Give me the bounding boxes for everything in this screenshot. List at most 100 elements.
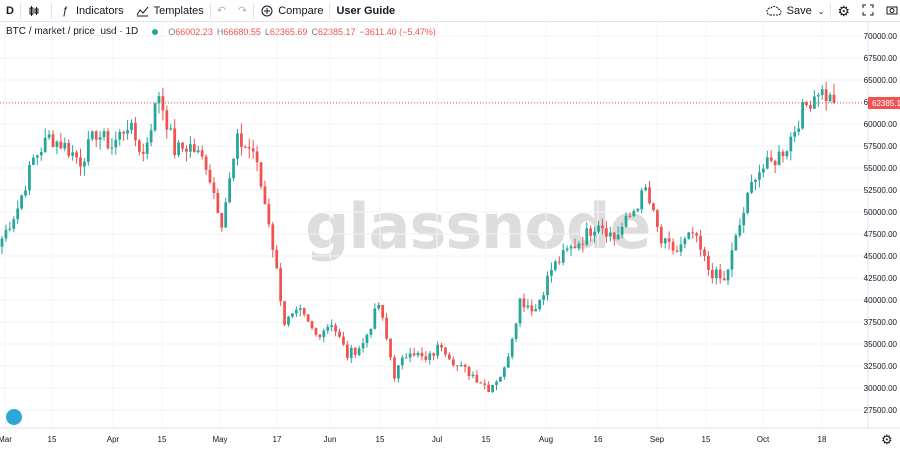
redo-icon: ↷: [238, 5, 248, 17]
candle-body: [428, 353, 432, 360]
candle-body: [28, 164, 31, 191]
candle-body: [656, 210, 659, 227]
candle-body: [393, 357, 396, 379]
symbol-title[interactable]: BTC / market / price_usd · 1D: [6, 26, 139, 37]
candle-body: [687, 232, 691, 239]
settings-button[interactable]: ⚙: [831, 0, 856, 22]
candle-body: [636, 209, 640, 212]
candle-body: [550, 269, 553, 276]
candle-body: [526, 305, 530, 308]
candle-body: [565, 248, 569, 251]
candle-body: [593, 231, 596, 236]
candle-body: [342, 336, 345, 345]
candle-body: [298, 308, 302, 310]
candle-body: [499, 376, 502, 382]
price-axis[interactable]: 27500.00 30000.00 32500.00 35000.00 37500.00…: [0, 22, 900, 428]
candle-body: [279, 268, 283, 302]
candle-body: [397, 365, 400, 379]
candle-body: [487, 384, 491, 393]
open-label: O: [168, 26, 176, 37]
candle-body: [644, 187, 647, 191]
right-toolbar: Save ⌄ ⚙: [759, 0, 900, 22]
market-status-dot: [152, 28, 159, 35]
last-price-label: 62385.1: [872, 99, 900, 108]
time-axis[interactable]: Mar 15 Apr 15 May 17 Jun 15 Jul 15 Aug 16 Sep 15 Oct 18: [0, 427, 900, 444]
candle-body: [506, 356, 510, 368]
chart-grid: [0, 22, 868, 428]
candle-body: [271, 224, 275, 250]
candle-body: [789, 136, 793, 152]
candle-body: [63, 142, 67, 149]
plus-circle-icon: [260, 4, 274, 18]
candle-body: [55, 141, 59, 147]
price-tick-label: 67500.00: [864, 54, 898, 63]
time-tick-label: Jun: [324, 435, 337, 444]
candle-body: [283, 301, 286, 325]
price-tick-label: 65000.00: [864, 76, 898, 85]
last-price-badge: [868, 97, 900, 110]
time-tick-label: 15: [482, 435, 491, 444]
time-tick-label: Apr: [107, 435, 120, 444]
time-tick-label: 15: [702, 435, 711, 444]
candle-body: [538, 299, 542, 310]
candle-body: [251, 148, 255, 152]
candle-body: [463, 364, 467, 368]
toolbar-divider: [209, 2, 211, 19]
candle-body: [90, 131, 94, 140]
candle-body: [510, 338, 514, 357]
candle-body: [47, 134, 51, 138]
interval-button[interactable]: D: [6, 4, 14, 17]
time-tick-label: Mar: [0, 435, 12, 444]
fullscreen-button[interactable]: [856, 0, 880, 22]
candle-body: [204, 156, 208, 170]
candle-body: [671, 241, 675, 251]
candle-body: [455, 365, 459, 367]
candle-body: [110, 147, 114, 149]
chart-type-button[interactable]: [21, 0, 51, 22]
templates-label: Templates: [153, 4, 204, 17]
candle-body: [118, 131, 122, 140]
candle-body: [318, 334, 322, 338]
candle-body: [683, 238, 687, 245]
candle-body: [805, 102, 808, 106]
fullscreen-icon: [862, 4, 874, 19]
redo-button[interactable]: ↷: [232, 0, 253, 22]
user-guide-button[interactable]: User Guide: [336, 4, 396, 17]
indicators-button[interactable]: ƒ Indicators: [52, 0, 130, 22]
candle-body: [0, 238, 4, 247]
candle-body: [130, 122, 133, 131]
candle-body: [663, 238, 667, 244]
price-tick-label: 27500.00: [864, 406, 898, 415]
templates-button[interactable]: Templates: [130, 0, 210, 22]
price-tick-label: 30000.00: [864, 384, 898, 393]
snapshot-button[interactable]: [880, 0, 900, 22]
candle-body: [436, 344, 439, 356]
candle-body: [691, 232, 695, 234]
candle-body: [412, 353, 416, 356]
candle-body: [338, 331, 341, 337]
undo-button[interactable]: ↶: [211, 0, 232, 22]
candle-body: [302, 308, 306, 315]
glassnode-logo-icon[interactable]: [6, 409, 22, 425]
candle-body: [404, 357, 408, 359]
price-tick-label: 47500.00: [864, 230, 898, 239]
time-tick-label: 15: [376, 435, 385, 444]
candle-body: [294, 309, 298, 314]
candle-body: [106, 131, 110, 149]
candle-body: [640, 190, 644, 210]
candle-body: [192, 144, 196, 153]
save-button[interactable]: Save ⌄: [759, 0, 831, 22]
undo-icon: ↶: [216, 5, 227, 17]
candle-body: [589, 228, 593, 236]
compare-button[interactable]: Compare: [254, 0, 329, 22]
axis-settings-button[interactable]: ⚙: [881, 432, 893, 448]
low-label: L: [264, 26, 270, 37]
compare-label: Compare: [278, 4, 324, 17]
candle-body: [389, 338, 392, 358]
candle-body: [699, 235, 702, 250]
candle-body: [369, 328, 373, 335]
candle-body: [467, 367, 471, 377]
candle-body: [832, 94, 836, 104]
candle-body: [781, 151, 785, 157]
